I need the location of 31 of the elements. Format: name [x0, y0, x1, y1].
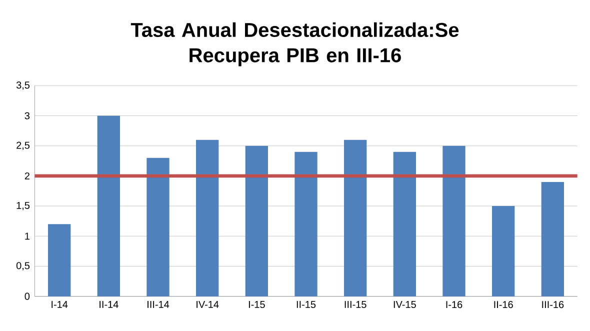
bar: [393, 152, 416, 296]
bar: [541, 182, 564, 296]
bar: [97, 116, 120, 296]
x-tick-label: IV-14: [196, 301, 219, 308]
bar: [492, 206, 515, 296]
y-tick-label: 1,5: [16, 202, 30, 210]
bar: [245, 146, 268, 296]
y-tick-label: 3,5: [16, 82, 30, 90]
y-tick-label: 1: [25, 232, 30, 240]
x-tick-label: II-14: [100, 301, 118, 308]
bar: [48, 224, 71, 296]
x-tick-label: III-16: [542, 301, 564, 308]
x-tick-label: IV-15: [394, 301, 416, 308]
x-tick-label: II-15: [296, 301, 316, 308]
bar: [442, 146, 466, 296]
bar: [344, 140, 367, 296]
bar: [294, 152, 318, 296]
x-tick-label: I-14: [52, 301, 68, 308]
y-tick-label: 2,5: [16, 142, 30, 150]
bar: [146, 158, 170, 296]
x-tick-label: I-15: [248, 301, 265, 308]
y-tick-label: 3: [24, 112, 30, 120]
bar: [196, 140, 219, 296]
x-tick-label: III-14: [148, 301, 170, 308]
chart-title: Tasa Anual Desestacionalizada:Se Recupera PIB en III-16: [130, 22, 459, 66]
y-tick-label: 2: [24, 172, 30, 180]
y-tick-label: 0: [24, 292, 30, 300]
y-tick-label: 0,5: [16, 262, 30, 270]
x-tick-label: I-16: [446, 301, 462, 308]
x-tick-label: II-16: [494, 301, 513, 308]
x-tick-label: III-15: [344, 301, 366, 308]
